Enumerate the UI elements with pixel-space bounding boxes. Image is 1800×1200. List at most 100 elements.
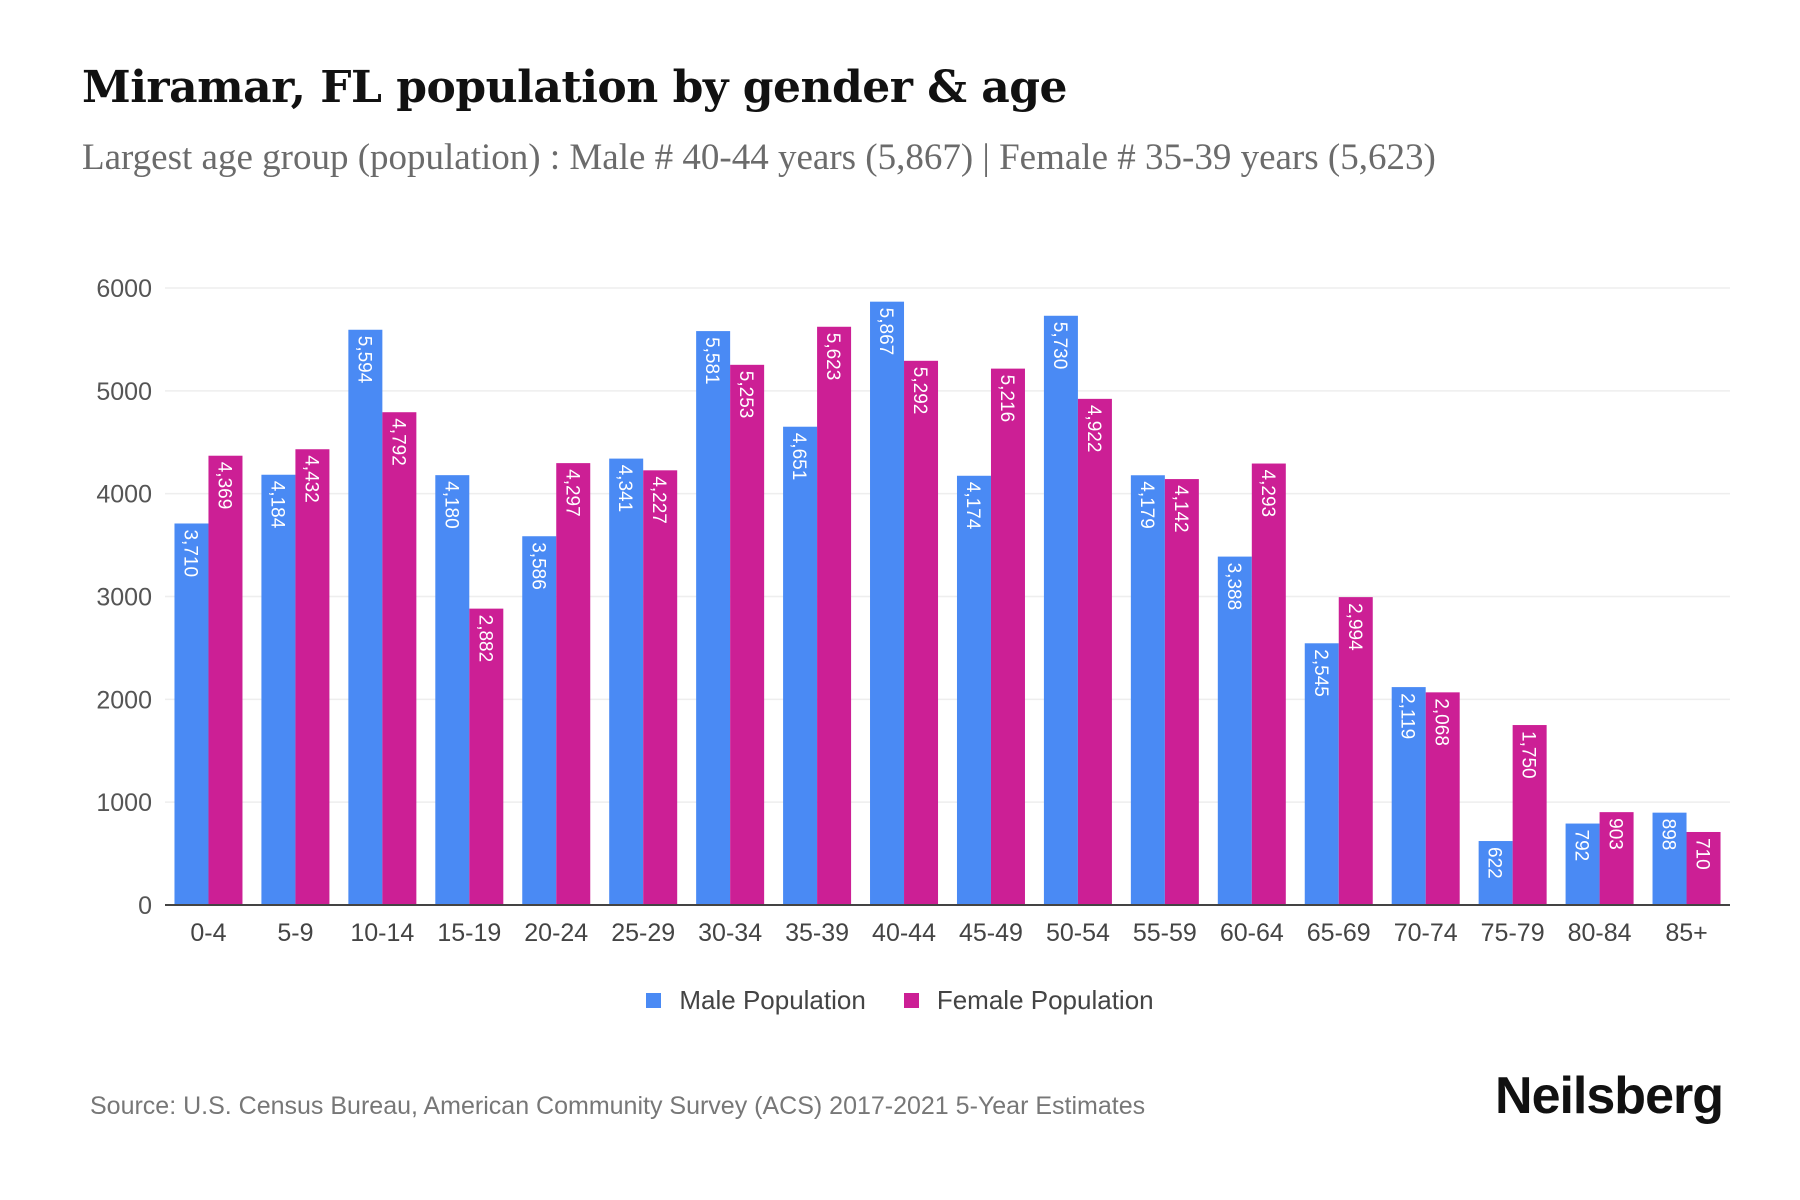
bar-value-label: 1,750: [1518, 731, 1539, 779]
x-tick-label: 70-74: [1394, 919, 1458, 947]
bar-female: [1512, 725, 1547, 905]
bar-value-label: 4,227: [648, 476, 669, 524]
bar-female: [1338, 597, 1373, 905]
bar-value-label: 5,216: [996, 375, 1017, 423]
bar-female: [1251, 463, 1286, 905]
x-tick-label: 85+: [1665, 919, 1707, 947]
bar-value-label: 4,341: [614, 465, 635, 513]
bar-value-label: 4,142: [1170, 485, 1191, 533]
bar-value-label: 2,119: [1397, 693, 1418, 739]
x-tick-label: 40-44: [872, 919, 936, 947]
legend-label-male: Male Population: [679, 985, 866, 1015]
bar-value-label: 5,292: [909, 367, 930, 415]
bar-female: [990, 368, 1025, 905]
x-tick-label: 0-4: [190, 919, 226, 947]
bar-male: [783, 426, 818, 905]
bar-value-label: 4,792: [387, 418, 408, 466]
bar-value-label: 4,297: [561, 469, 582, 517]
bar-value-label: 903: [1605, 818, 1626, 850]
bar-female: [295, 449, 330, 905]
bar-female: [1164, 479, 1199, 905]
bar-value-label: 4,184: [266, 481, 287, 529]
bar-value-label: 3,388: [1223, 563, 1244, 611]
bar-female: [556, 463, 591, 905]
x-tick-label: 20-24: [524, 919, 588, 947]
y-tick-label: 2000: [96, 686, 152, 714]
bar-male: [1130, 475, 1165, 905]
bar-value-label: 4,179: [1136, 481, 1157, 529]
bar-male: [522, 536, 557, 905]
legend-item-female[interactable]: Female Population: [903, 985, 1154, 1016]
bar-male: [609, 458, 644, 905]
y-tick-label: 6000: [96, 275, 152, 303]
x-tick-label: 35-39: [785, 919, 849, 947]
bar-male: [1478, 841, 1513, 905]
bar-value-label: 4,180: [440, 481, 461, 529]
x-tick-label: 5-9: [277, 919, 313, 947]
bar-value-label: 622: [1484, 847, 1505, 879]
bar-value-label: 792: [1571, 830, 1592, 862]
bar-value-label: 2,994: [1344, 603, 1365, 651]
bar-male: [1652, 812, 1687, 905]
x-tick-label: 60-64: [1220, 919, 1284, 947]
bar-male: [870, 301, 905, 905]
chart-legend: Male Population Female Population: [0, 985, 1800, 1016]
bar-male: [1391, 687, 1426, 905]
bar-male: [174, 523, 209, 905]
bar-male: [348, 329, 383, 905]
bar-value-label: 3,586: [527, 542, 548, 590]
bar-value-label: 4,432: [300, 455, 321, 503]
bar-value-label: 4,369: [213, 462, 234, 510]
bar-value-label: 2,068: [1431, 698, 1452, 746]
legend-label-female: Female Population: [936, 985, 1154, 1015]
bar-female: [1686, 831, 1721, 905]
bar-male: [1304, 643, 1339, 905]
x-tick-label: 50-54: [1046, 919, 1110, 947]
legend-item-male[interactable]: Male Population: [646, 985, 866, 1016]
bar-male: [1565, 823, 1600, 905]
x-tick-label: 10-14: [350, 919, 414, 947]
x-tick-label: 30-34: [698, 919, 762, 947]
y-tick-label: 0: [138, 892, 152, 920]
bar-female: [1077, 398, 1112, 905]
bar-value-label: 4,651: [788, 433, 809, 481]
bar-male: [956, 475, 991, 905]
bar-value-label: 5,581: [701, 337, 722, 385]
bar-value-label: 4,174: [962, 482, 983, 530]
bar-male: [435, 475, 470, 905]
chart-title: Miramar, FL population by gender & age: [82, 62, 1068, 113]
chart-subtitle: Largest age group (population) : Male # …: [82, 137, 1436, 178]
bar-value-label: 4,293: [1257, 470, 1278, 518]
bar-female: [817, 326, 852, 905]
bar-value-label: 3,710: [179, 529, 200, 577]
bar-male: [261, 474, 296, 905]
bar-value-label: 5,594: [353, 336, 374, 384]
bar-female: [1425, 692, 1460, 905]
bar-female: [1599, 812, 1634, 905]
x-tick-label: 15-19: [437, 919, 501, 947]
x-tick-label: 55-59: [1133, 919, 1197, 947]
bar-value-label: 2,882: [474, 615, 495, 663]
bar-female: [469, 608, 504, 905]
bar-value-label: 5,253: [735, 371, 756, 419]
y-tick-label: 3000: [96, 584, 152, 612]
bar-female: [643, 470, 678, 905]
bar-female: [208, 455, 243, 905]
x-tick-label: 80-84: [1568, 919, 1632, 947]
bar-value-label: 5,730: [1049, 322, 1070, 370]
legend-swatch-male: [646, 993, 662, 1008]
x-tick-label: 65-69: [1307, 919, 1371, 947]
bar-value-label: 5,867: [875, 308, 896, 356]
x-tick-label: 75-79: [1481, 919, 1545, 947]
bar-female: [382, 412, 417, 905]
bar-value-label: 2,545: [1310, 649, 1331, 697]
source-note: Source: U.S. Census Bureau, American Com…: [90, 1092, 1146, 1120]
bar-female: [904, 360, 939, 905]
bar-value-label: 4,922: [1083, 405, 1104, 453]
bar-value-label: 5,623: [822, 333, 843, 381]
bar-male: [1043, 315, 1078, 905]
bar-value-label: 710: [1692, 838, 1713, 870]
y-tick-label: 5000: [96, 378, 152, 406]
bar-female: [730, 364, 765, 905]
y-tick-label: 4000: [96, 481, 152, 509]
